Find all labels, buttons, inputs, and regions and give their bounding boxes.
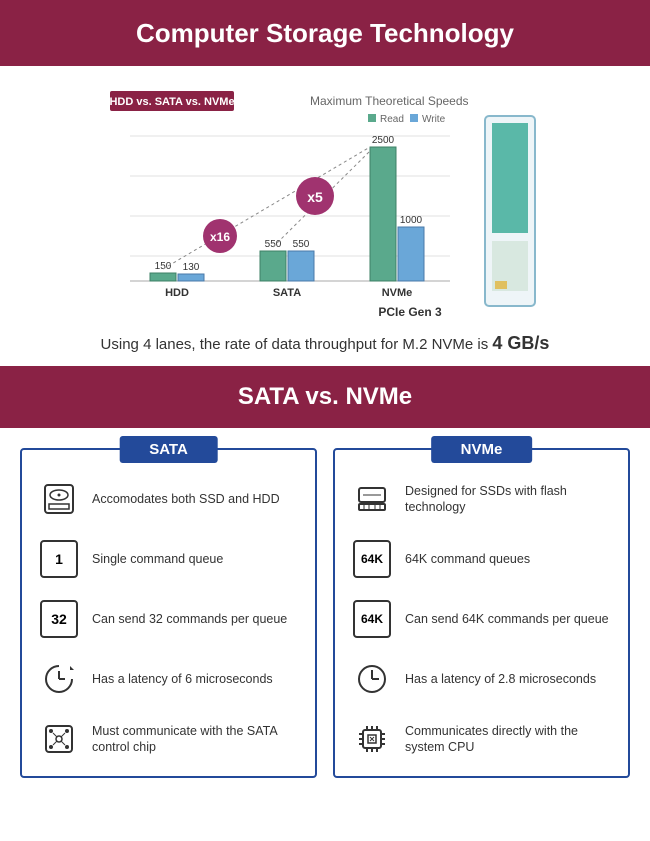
svg-text:2500: 2500 <box>372 135 395 146</box>
multiplier-1: x16 <box>210 230 230 244</box>
caption-prefix: Using 4 lanes, the rate of data throughp… <box>101 336 493 353</box>
svg-text:NVMe: NVMe <box>382 287 413 299</box>
bars-sata: 550 550 SATA <box>260 239 314 299</box>
sata-feature-3-text: Has a latency of 6 microseconds <box>92 671 273 687</box>
num-64k-icon-2: 64K <box>353 600 391 638</box>
nvme-feature-4: Communicates directly with the system CP… <box>353 720 610 758</box>
multiplier-2: x5 <box>307 189 323 205</box>
chart-badge: HDD vs. SATA vs. NVMe <box>110 96 235 108</box>
num-1-icon: 1 <box>40 540 78 578</box>
sata-feature-0: Accomodates both SSD and HDD <box>40 480 297 518</box>
card-nvme: NVMe Designed for SSDs with flash techno… <box>333 448 630 778</box>
sata-feature-4-text: Must communicate with the SATA control c… <box>92 723 297 756</box>
title-mid-text: SATA vs. NVMe <box>238 383 412 411</box>
sata-feature-2: 32 Can send 32 commands per queue <box>40 600 297 638</box>
legend-write: Write <box>422 114 446 125</box>
sata-feature-4: Must communicate with the SATA control c… <box>40 720 297 758</box>
title-top-text: Computer Storage Technology <box>136 18 514 49</box>
sata-feature-0-text: Accomodates both SSD and HDD <box>92 491 280 507</box>
nvme-feature-0-text: Designed for SSDs with flash technology <box>405 483 610 516</box>
nvme-feature-1: 64K 64K command queues <box>353 540 610 578</box>
cpu-icon <box>353 720 391 758</box>
nvme-feature-1-text: 64K command queues <box>405 551 530 567</box>
svg-text:550: 550 <box>293 239 310 250</box>
num-64k-icon-1: 64K <box>353 540 391 578</box>
sata-feature-1: 1 Single command queue <box>40 540 297 578</box>
sata-feature-1-text: Single command queue <box>92 551 223 567</box>
compare-section: SATA Accomodates both SSD and HDD 1 Sing… <box>0 428 650 798</box>
legend-read: Read <box>380 114 404 125</box>
caption-value: 4 GB/s <box>492 333 549 353</box>
chip-network-icon <box>40 720 78 758</box>
title-banner-top: Computer Storage Technology <box>0 0 650 66</box>
nvme-feature-0: Designed for SSDs with flash technology <box>353 480 610 518</box>
num-32-icon: 32 <box>40 600 78 638</box>
bars-nvme: 2500 1000 NVMe <box>370 135 424 299</box>
card-sata-label: SATA <box>119 436 218 463</box>
card-nvme-label: NVMe <box>431 436 533 463</box>
bar-chart: HDD vs. SATA vs. NVMe Maximum Theoretica… <box>110 86 470 311</box>
clock-icon <box>353 660 391 698</box>
nvme-feature-3: Has a latency of 2.8 microseconds <box>353 660 610 698</box>
drive-illustration <box>480 111 540 311</box>
chart-row: HDD vs. SATA vs. NVMe Maximum Theoretica… <box>40 86 610 311</box>
ssd-icon <box>353 480 391 518</box>
nvme-feature-4-text: Communicates directly with the system CP… <box>405 723 610 756</box>
svg-text:SATA: SATA <box>273 287 301 299</box>
svg-text:1000: 1000 <box>400 215 423 226</box>
sata-feature-3: Has a latency of 6 microseconds <box>40 660 297 698</box>
hdd-icon <box>40 480 78 518</box>
card-sata: SATA Accomodates both SSD and HDD 1 Sing… <box>20 448 317 778</box>
chart-subtitle: Maximum Theoretical Speeds <box>310 94 469 108</box>
bars-hdd: 150 130 HDD <box>150 261 204 299</box>
nvme-feature-3-text: Has a latency of 2.8 microseconds <box>405 671 596 687</box>
svg-text:HDD: HDD <box>165 287 189 299</box>
nvme-feature-2: 64K Can send 64K commands per queue <box>353 600 610 638</box>
latency-clock-icon <box>40 660 78 698</box>
chart-section: HDD vs. SATA vs. NVMe Maximum Theoretica… <box>0 66 650 366</box>
nvme-feature-2-text: Can send 64K commands per queue <box>405 611 609 627</box>
caption: Using 4 lanes, the rate of data throughp… <box>40 333 610 354</box>
sata-feature-2-text: Can send 32 commands per queue <box>92 611 287 627</box>
svg-text:130: 130 <box>183 262 200 273</box>
title-banner-mid: SATA vs. NVMe <box>0 366 650 428</box>
svg-text:150: 150 <box>155 261 172 272</box>
